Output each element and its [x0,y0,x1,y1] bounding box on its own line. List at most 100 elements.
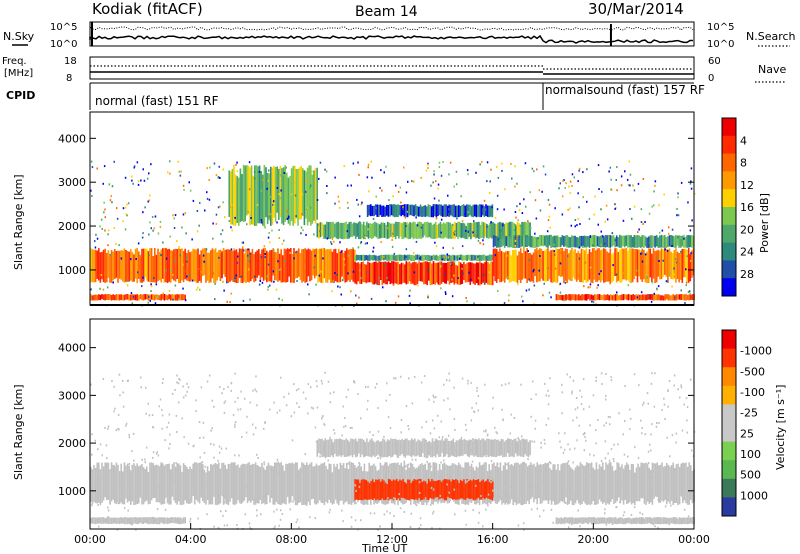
velocity-cell-2 [418,440,421,457]
velocity-cell-1 [445,479,448,501]
power-scatter-point [236,161,238,164]
power-scatter-point [358,269,361,272]
velocity-scatter-point [654,525,656,528]
velocity-cell-0 [242,463,244,503]
velocity-cell-3 [178,518,180,524]
velocity-cell-0 [680,463,682,497]
power-cell-8 [603,294,606,301]
power-cell-8 [579,295,582,301]
power-scatter-point [248,260,251,263]
velocity-cell-0 [568,464,570,504]
power-cell-0 [235,249,238,283]
power-cell-5 [515,249,517,282]
power-scatter-point [91,166,94,169]
power-cell-3 [470,222,472,240]
power-colorbar-tick: 8 [740,157,747,170]
velocity-cell-1 [394,480,396,498]
power-scatter-point [357,246,360,249]
velocity-scatter-point [542,509,545,512]
power-cell-0 [258,249,260,276]
power-scatter-point [554,267,557,270]
velocity-scatter-point [152,426,154,429]
power-scatter-point [330,227,332,230]
power-cell-2 [464,255,467,261]
power-cell-0 [120,250,122,280]
power-cell-3 [473,222,475,238]
power-scatter-point [598,272,600,275]
power-scatter-point [183,188,185,191]
velocity-scatter-point [151,414,154,417]
power-scatter-point [221,229,224,232]
power-cell-6 [503,235,506,248]
velocity-scatter-point [534,427,536,430]
power-scatter-point [533,170,535,173]
velocity-cell-0 [275,462,278,502]
velocity-cell-0 [656,462,658,498]
velocity-scatter-point [572,419,574,422]
velocity-scatter-point [234,423,236,426]
power-cell-0 [294,252,297,279]
velocity-scatter-point [403,460,405,463]
power-cell-6 [638,235,640,248]
velocity-cell-0 [342,463,345,505]
power-scatter-point [412,180,415,183]
power-cell-1 [379,261,382,280]
power-cell-1 [429,261,432,286]
velocity-scatter-point [189,520,191,523]
power-cell-1 [475,262,478,283]
velocity-scatter-point [430,503,432,506]
velocity-scatter-point [307,412,309,415]
power-cell-3 [377,223,379,239]
velocity-cell-1 [464,483,467,500]
velocity-cell-1 [373,482,376,499]
velocity-cell-2 [492,439,495,457]
power-cell-4 [438,204,441,215]
power-cell-3 [486,223,488,238]
power-scatter-point [437,187,439,190]
velocity-scatter-point [315,380,318,383]
velocity-scatter-point [617,443,619,446]
power-cell-7 [122,294,124,301]
power-cell-5 [606,251,608,282]
power-scatter-point [186,255,188,258]
power-scatter-point [444,291,447,294]
power-cell-3 [425,222,427,238]
power-scatter-point [103,211,105,214]
velocity-cell-2 [495,439,498,457]
velocity-cell-3 [174,517,177,524]
power-scatter-point [515,237,518,240]
power-cell-0 [126,251,129,282]
velocity-scatter-point [213,456,215,459]
power-scatter-point [309,186,311,189]
velocity-scatter-point [550,462,552,465]
velocity-scatter-point [605,394,607,397]
velocity-cell-2 [402,440,405,457]
velocity-scatter-point [594,521,597,524]
power-cell-4 [480,204,482,218]
power-scatter-point [467,229,469,232]
power-cell-0 [149,248,151,283]
power-scatter-point [261,281,264,284]
power-cell-6 [577,237,580,248]
velocity-scatter-point [123,507,126,510]
velocity-cell-3 [166,517,169,525]
power-cell-0 [160,249,162,283]
velocity-scatter-point [393,497,395,500]
velocity-cell-0 [267,462,270,496]
velocity-cell-1 [371,479,374,501]
power-scatter-point [287,216,290,219]
power-cell-4 [466,204,468,217]
velocity-cell-0 [643,463,646,504]
nsearch-label: N.Search [746,30,796,43]
velocity-cell-0 [101,462,103,503]
power-cell-6 [519,235,522,248]
velocity-cell-0 [125,465,127,499]
power-cell-8 [555,294,558,301]
power-scatter-point [569,192,571,195]
power-cell-8 [578,294,580,301]
velocity-cell-0 [98,462,100,503]
velocity-cell-4 [637,517,639,524]
velocity-cell-2 [394,438,397,455]
power-cell-3 [332,221,335,239]
power-cell-1 [472,263,475,284]
